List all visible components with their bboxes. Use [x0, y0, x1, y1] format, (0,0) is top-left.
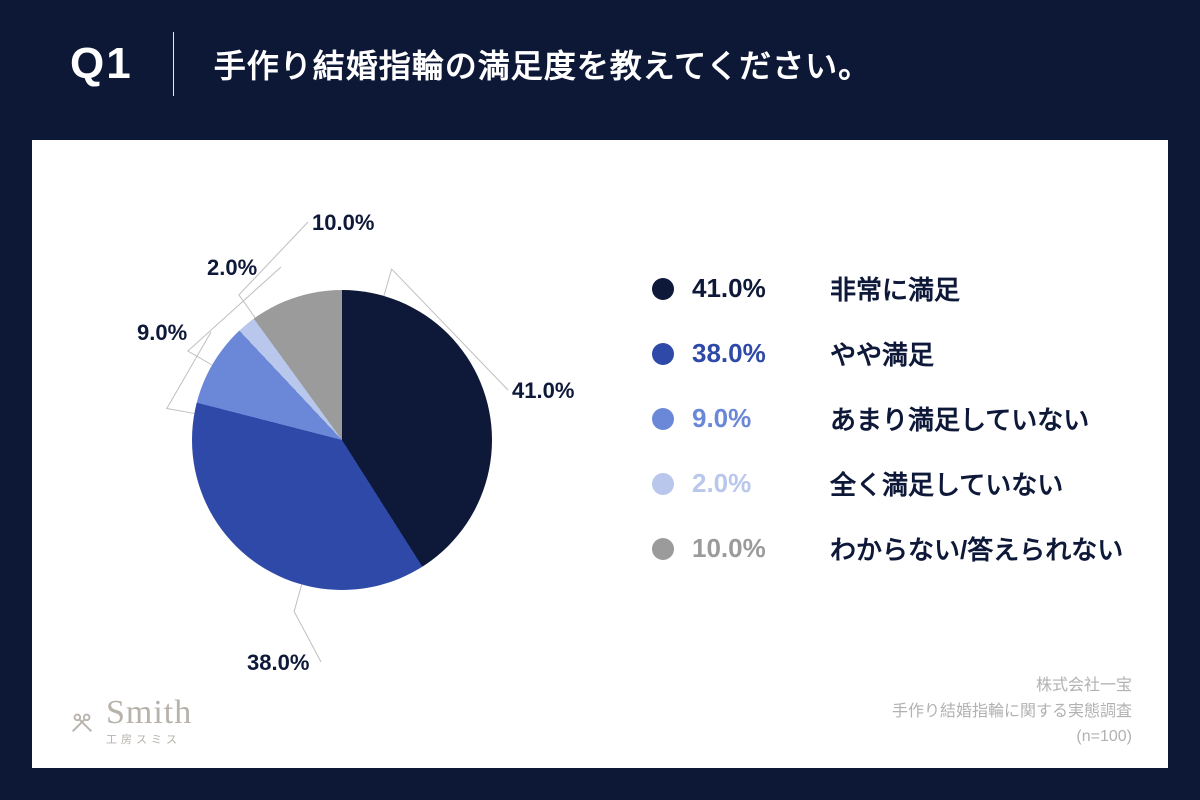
legend: 41.0% 非常に満足 38.0% やや満足 9.0% あまり満足していない 2.0% 全く満… [652, 270, 1128, 595]
brand-sub: 工房スミス [106, 734, 181, 746]
header-divider [173, 32, 174, 96]
legend-item: 2.0% 全く満足していない [652, 465, 1128, 502]
pie-callout-label: 10.0% [312, 210, 374, 236]
pie-callout-label: 2.0% [207, 255, 257, 281]
pie-disc [192, 290, 492, 590]
legend-swatch-icon [652, 278, 674, 300]
question-text: 手作り結婚指輪の満足度を教えてください。 [214, 41, 871, 87]
source-n: (n=100) [892, 724, 1132, 750]
page-root: Q1 手作り結婚指輪の満足度を教えてください。 41.0% 38.0% 9.0% 2.… [0, 0, 1200, 800]
legend-swatch-icon [652, 538, 674, 560]
source-title: 手作り結婚指輪に関する実態調査 [892, 699, 1132, 725]
legend-label: あまり満足していない [830, 400, 1089, 437]
legend-label: 全く満足していない [830, 465, 1063, 502]
brand-footer: Smith 工房スミス [68, 696, 192, 748]
legend-swatch-icon [652, 473, 674, 495]
legend-percent: 2.0% [692, 468, 812, 499]
legend-item: 41.0% 非常に満足 [652, 270, 1128, 307]
legend-percent: 9.0% [692, 403, 812, 434]
legend-item: 9.0% あまり満足していない [652, 400, 1128, 437]
pie-callout-label: 38.0% [247, 650, 309, 676]
legend-label: わからない/答えられない [830, 530, 1123, 567]
pie-callout-label: 9.0% [137, 320, 187, 346]
content-panel: 41.0% 38.0% 9.0% 2.0% 10.0% 41.0% 非常に満足 38.0% や… [32, 140, 1168, 768]
legend-percent: 10.0% [692, 533, 812, 564]
brand-main: Smith [106, 694, 192, 731]
legend-label: やや満足 [830, 335, 934, 372]
legend-swatch-icon [652, 343, 674, 365]
pie-callout-label: 41.0% [512, 378, 574, 404]
tools-icon [68, 708, 96, 736]
brand-text: Smith 工房スミス [106, 696, 192, 748]
legend-percent: 41.0% [692, 273, 812, 304]
legend-item: 38.0% やや満足 [652, 335, 1128, 372]
legend-label: 非常に満足 [830, 270, 960, 307]
pie-chart: 41.0% 38.0% 9.0% 2.0% 10.0% [92, 170, 592, 690]
legend-percent: 38.0% [692, 338, 812, 369]
question-number: Q1 [70, 39, 133, 89]
legend-item: 10.0% わからない/答えられない [652, 530, 1128, 567]
source-company: 株式会社一宝 [892, 673, 1132, 699]
legend-swatch-icon [652, 408, 674, 430]
header: Q1 手作り結婚指輪の満足度を教えてください。 [0, 0, 1200, 96]
source-footer: 株式会社一宝 手作り結婚指輪に関する実態調査 (n=100) [892, 673, 1132, 750]
